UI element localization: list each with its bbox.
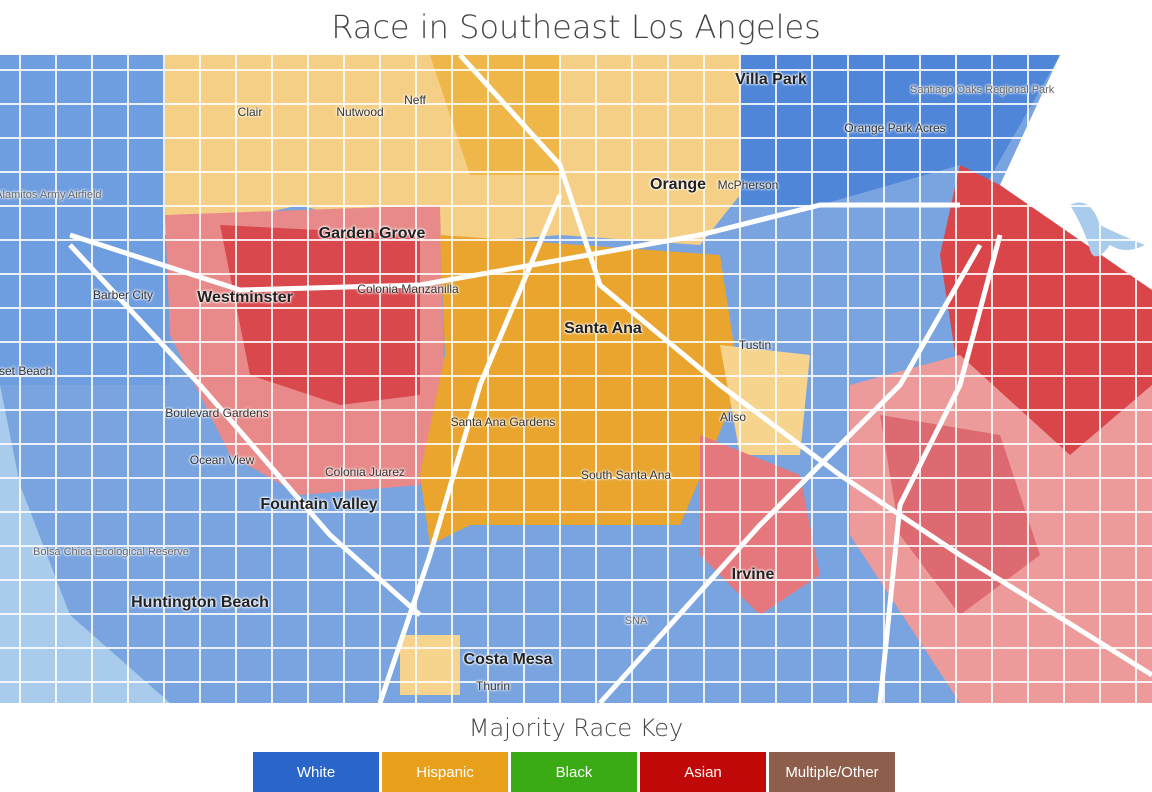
place-label: SNA [624, 615, 648, 627]
key-item-white: White [253, 752, 379, 792]
hispanic-zone-orange [430, 55, 560, 175]
key-item-hispanic: Hispanic [382, 752, 508, 792]
ocean-zone [0, 385, 170, 703]
place-label: Huntington Beach [131, 594, 269, 611]
white-zone-east [740, 55, 1060, 205]
place-label: Bolsa Chica Ecological Reserve [33, 546, 189, 558]
hispanic-zone-costa-mesa [400, 635, 460, 695]
race-map[interactable]: Villa Park Clair Nutwood Neff Orange McPherso… [0, 55, 1152, 703]
place-label: Los Alamitos Army Airfield [0, 189, 102, 201]
place-label: Clair [237, 105, 263, 119]
place-label: Villa Park [735, 71, 807, 88]
place-label: Westminster [197, 289, 293, 306]
map-zones [0, 55, 1152, 703]
place-label: Costa Mesa [463, 651, 553, 668]
place-label: South Santa Ana [580, 468, 672, 482]
page-title: Race in Southeast Los Angeles [331, 8, 821, 46]
place-label: Santiago Oaks Regional Park [910, 84, 1055, 96]
place-label: Orange [649, 176, 707, 193]
place-label: Thurin [475, 679, 511, 693]
white-zone [0, 55, 170, 385]
place-label: Sunset Beach [0, 364, 53, 378]
place-label: McPherson [717, 178, 779, 192]
place-label: Santa Ana [564, 320, 642, 337]
hispanic-zone-fringe [720, 345, 810, 455]
key-item-black: Black [511, 752, 637, 792]
highways [68, 55, 1152, 703]
place-label: Orange Park Acres [844, 121, 946, 135]
key-title: Majority Race Key [468, 714, 684, 742]
place-label: Nutwood [336, 105, 384, 119]
key-item-other: Multiple/Other [769, 752, 895, 792]
place-label: Colonia Juarez [324, 465, 406, 479]
hispanic-zone-santa-ana [420, 235, 740, 545]
place-label: Tustin [738, 338, 772, 352]
place-label: Aliso [719, 410, 747, 424]
place-label: Boulevard Gardens [165, 406, 269, 420]
place-label: Neff [404, 93, 426, 107]
road-grid [0, 55, 1152, 703]
lake [1070, 202, 1145, 257]
place-label: Santa Ana Gardens [450, 415, 556, 429]
place-label: Colonia Manzanilla [357, 282, 459, 296]
place-label: Irvine [731, 566, 775, 583]
key-item-asian: Asian [640, 752, 766, 792]
place-label: Barber City [92, 288, 154, 302]
place-label: Ocean View [189, 453, 255, 467]
race-key: White Hispanic Black Asian Multiple/Othe… [253, 752, 895, 792]
place-label: Fountain Valley [260, 496, 378, 513]
place-label: Garden Grove [318, 225, 426, 242]
asian-zone-core [220, 225, 420, 405]
